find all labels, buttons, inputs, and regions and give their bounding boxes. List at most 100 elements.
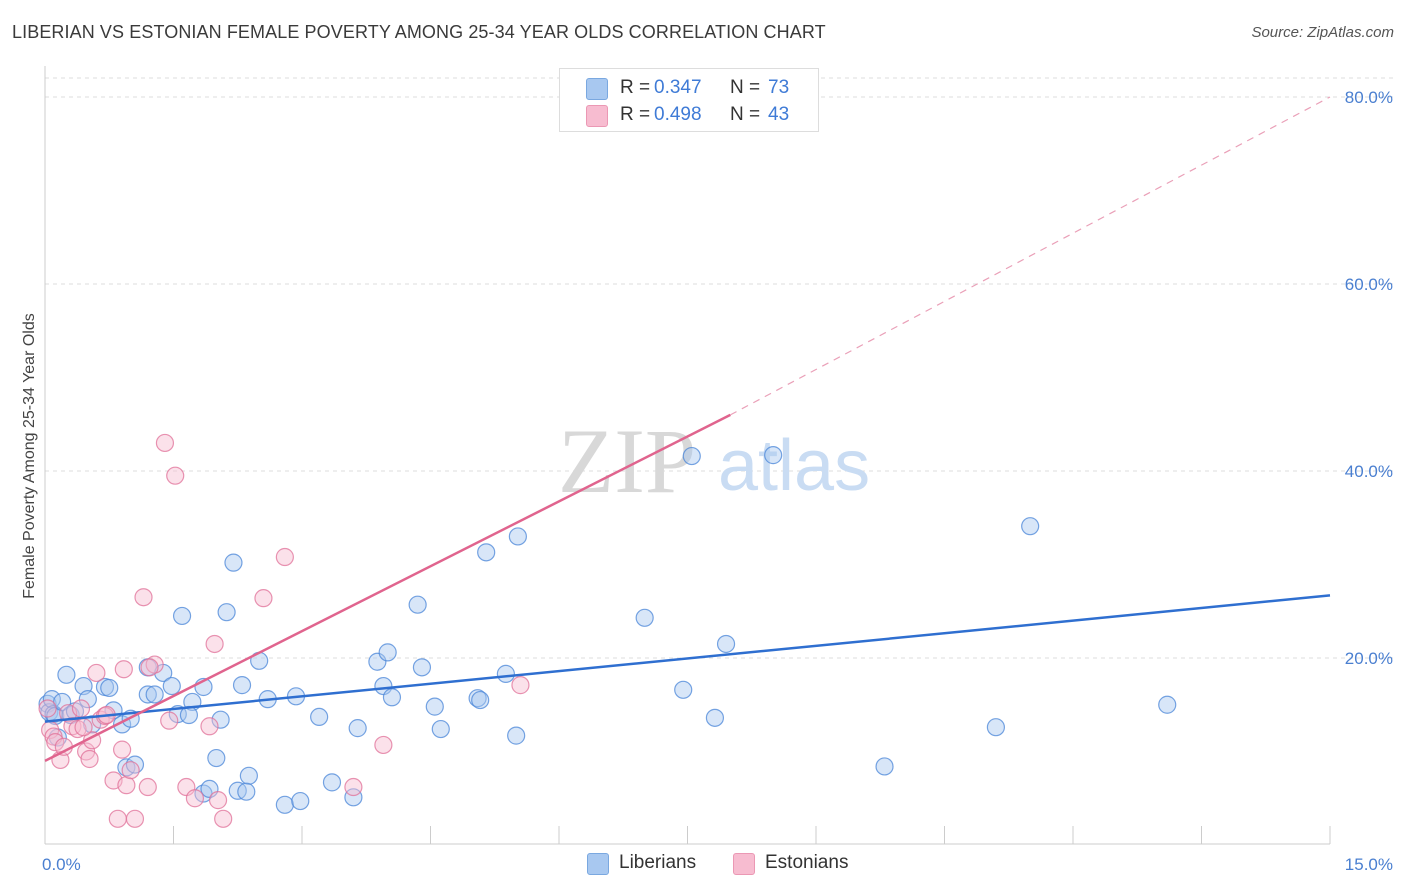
data-point bbox=[224, 553, 243, 572]
y-axis-label: Female Poverty Among 25-34 Year Olds bbox=[21, 313, 38, 599]
legend-swatch-estonians bbox=[586, 105, 608, 127]
data-point bbox=[100, 678, 119, 698]
data-point bbox=[74, 718, 93, 737]
data-point bbox=[200, 717, 219, 736]
legend-n-label: N = bbox=[730, 104, 761, 125]
data-point bbox=[368, 652, 387, 671]
x-tick-label: 0.0% bbox=[42, 855, 81, 874]
data-point bbox=[214, 809, 233, 828]
y-tick-labels: 20.0% 40.0% 60.0% 80.0% bbox=[1345, 88, 1393, 668]
bottom-legend-label: Estonians bbox=[765, 852, 849, 873]
data-point bbox=[145, 655, 164, 674]
trend-line-liberians bbox=[44, 594, 1331, 723]
trend-extension-estonians bbox=[730, 96, 1331, 416]
data-point bbox=[87, 663, 106, 683]
data-point bbox=[511, 676, 530, 695]
data-point bbox=[162, 676, 181, 696]
data-point bbox=[322, 773, 342, 792]
data-point bbox=[471, 690, 490, 710]
chart-title: LIBERIAN VS ESTONIAN FEMALE POVERTY AMON… bbox=[12, 22, 826, 42]
data-point bbox=[508, 527, 527, 546]
data-point bbox=[166, 466, 185, 485]
data-point bbox=[145, 685, 164, 704]
data-point bbox=[507, 726, 526, 745]
data-point bbox=[217, 603, 236, 622]
data-point bbox=[254, 589, 273, 608]
grid-lines bbox=[45, 77, 1395, 659]
y-tick-label: 60.0% bbox=[1345, 275, 1393, 294]
data-point bbox=[986, 718, 1006, 737]
data-point bbox=[477, 543, 496, 562]
data-point bbox=[425, 697, 444, 716]
data-point bbox=[155, 433, 175, 453]
data-point bbox=[108, 809, 127, 828]
legend-n-value: 73 bbox=[768, 77, 790, 98]
data-point bbox=[125, 809, 145, 828]
data-point bbox=[172, 606, 192, 626]
data-point bbox=[431, 719, 450, 739]
data-point bbox=[117, 776, 136, 795]
watermark-atlas: atlas bbox=[718, 426, 870, 506]
y-tick-label: 80.0% bbox=[1345, 88, 1393, 107]
data-point bbox=[291, 791, 310, 811]
legend-swatch-liberians bbox=[586, 78, 608, 100]
data-point bbox=[185, 789, 205, 808]
bottom-legend-swatch-liberians bbox=[587, 853, 609, 875]
data-point bbox=[378, 643, 397, 662]
data-point bbox=[239, 766, 258, 785]
data-point bbox=[134, 588, 153, 607]
data-point bbox=[140, 658, 159, 677]
legend-r-value: 0.347 bbox=[654, 77, 702, 98]
data-point bbox=[412, 658, 432, 677]
data-point bbox=[705, 708, 725, 727]
data-point bbox=[875, 757, 894, 776]
trend-line-estonians bbox=[44, 413, 731, 762]
data-point bbox=[112, 740, 132, 759]
correlation-legend: R = 0.347 N = 73 R = 0.498 N = 43 bbox=[559, 68, 819, 132]
source-label: Source: ZipAtlas.com bbox=[1251, 24, 1394, 41]
data-point bbox=[674, 680, 693, 699]
data-point bbox=[78, 690, 97, 709]
data-point bbox=[310, 707, 329, 727]
legend-n-value: 43 bbox=[768, 104, 790, 125]
data-point bbox=[71, 699, 91, 718]
data-point bbox=[275, 547, 294, 567]
x-tick-labels: 0.0% 15.0% bbox=[42, 855, 1393, 874]
data-point bbox=[38, 699, 57, 718]
data-point bbox=[138, 777, 157, 797]
data-point bbox=[275, 795, 294, 814]
y-tick-label: 20.0% bbox=[1345, 649, 1393, 668]
data-point bbox=[54, 737, 73, 756]
data-point bbox=[1021, 517, 1040, 536]
data-point bbox=[114, 660, 133, 679]
data-point bbox=[160, 711, 179, 730]
legend-r-label: R = bbox=[620, 77, 651, 98]
data-point bbox=[57, 665, 76, 684]
series-estonians bbox=[38, 433, 530, 828]
data-point bbox=[80, 749, 99, 769]
legend-n-label: N = bbox=[730, 77, 761, 98]
data-point bbox=[121, 761, 140, 780]
data-point bbox=[635, 608, 654, 627]
series-liberians bbox=[38, 446, 1177, 814]
data-point bbox=[348, 719, 367, 738]
data-point bbox=[1158, 695, 1177, 714]
data-point bbox=[205, 634, 224, 654]
data-point bbox=[344, 777, 363, 797]
bottom-legend-label: Liberians bbox=[619, 852, 697, 873]
data-point bbox=[207, 748, 226, 768]
data-point bbox=[138, 685, 157, 704]
bottom-legend-swatch-estonians bbox=[733, 853, 755, 875]
data-point bbox=[408, 595, 427, 614]
data-point bbox=[208, 791, 228, 810]
data-point bbox=[764, 446, 783, 465]
data-point bbox=[374, 735, 393, 755]
data-point bbox=[682, 446, 701, 466]
data-point bbox=[237, 782, 256, 801]
data-point bbox=[496, 664, 515, 683]
data-point bbox=[344, 788, 363, 807]
legend-r-label: R = bbox=[620, 104, 651, 125]
watermark-zip: ZIP bbox=[558, 410, 696, 512]
data-point bbox=[382, 688, 402, 707]
